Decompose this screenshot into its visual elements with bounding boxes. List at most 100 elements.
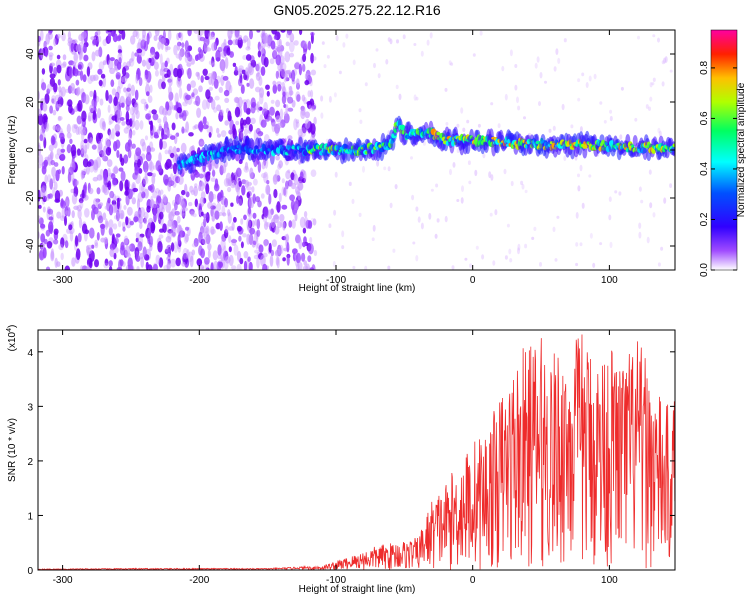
- spectrogram-cell: [395, 84, 399, 90]
- spectrogram-cell: [89, 260, 93, 269]
- spectrogram-cell: [661, 81, 665, 87]
- spectrogram-cell: [153, 35, 158, 42]
- spectrogram-cell: [118, 167, 124, 172]
- spectrogram-cell: [210, 226, 215, 236]
- spectrogram-cell: [307, 243, 314, 255]
- spectrogram-cell: [210, 98, 216, 110]
- spectrogram-cell: [162, 223, 167, 234]
- spectrogram-cell: [358, 212, 362, 217]
- spectrogram-cell: [385, 59, 389, 65]
- spectrogram-cell: [200, 211, 204, 216]
- spectrogram-cell: [435, 183, 439, 188]
- x-tick-label: -300: [53, 575, 73, 586]
- spectrogram-cell: [72, 61, 76, 68]
- spectrogram-cell: [420, 50, 424, 57]
- spectrogram-cell: [84, 208, 90, 218]
- spectrogram-cell: [276, 256, 280, 269]
- spectrogram-cell: [96, 187, 101, 195]
- spectrogram-cell: [102, 60, 107, 66]
- spectrogram-cell: [162, 134, 168, 140]
- spectrogram-cell: [172, 180, 177, 188]
- spectrogram-cell: [286, 32, 290, 39]
- spectrogram-cell: [197, 72, 201, 81]
- spectrogram-cell: [281, 94, 287, 105]
- spectrogram-cell: [283, 104, 287, 108]
- spectrogram-cell: [246, 38, 251, 49]
- spectrogram-cell: [517, 247, 520, 255]
- spectrogram-cell: [561, 103, 565, 111]
- spectrogram-cell: [108, 131, 113, 141]
- spectrogram-cell: [240, 84, 245, 94]
- spectrogram-cell: [410, 156, 413, 160]
- spectrogram-cell: [71, 257, 76, 267]
- spectrogram-cell: [223, 259, 229, 270]
- spectrogram-cell: [67, 37, 73, 44]
- spectrogram-cell: [535, 140, 541, 145]
- spectrogram-cell: [332, 260, 336, 268]
- spectrogram-cell: [60, 148, 66, 153]
- spectrogram-cell: [185, 234, 189, 243]
- spectrogram-cell: [194, 183, 198, 188]
- spectrogram-cell: [127, 93, 132, 102]
- spectrogram-cell: [120, 170, 126, 182]
- spectrogram-cell: [588, 174, 592, 178]
- spectrogram-cell: [304, 73, 309, 80]
- spectrogram-cell: [92, 176, 99, 182]
- spectrogram-cell: [56, 54, 61, 60]
- spectrogram-cell: [43, 137, 47, 149]
- spectrogram-cell: [118, 220, 122, 228]
- spectrogram-cell: [148, 235, 153, 248]
- spectrogram-cell: [173, 241, 178, 254]
- spectrogram-cell: [145, 91, 150, 97]
- spectrogram-cell: [130, 35, 136, 45]
- spectrogram-cell: [107, 167, 111, 175]
- spectrogram-cell: [609, 241, 613, 249]
- snr-panel: -300 -200 -100 0 100 0 1 2 3 4 Height of straigh…: [6, 325, 676, 595]
- spectrogram-cell: [124, 142, 131, 152]
- spectrogram-cell: [269, 106, 275, 116]
- spectrogram-cell: [103, 236, 109, 245]
- spectrogram-cell: [97, 35, 102, 43]
- spectrogram-cell: [86, 161, 92, 168]
- spectrogram-cell: [155, 188, 160, 194]
- spectrogram-cell: [192, 125, 197, 130]
- spectrogram-cell: [185, 121, 190, 133]
- spectrogram-cell: [373, 62, 376, 69]
- spectrogram-cell: [245, 67, 249, 76]
- spectrogram-cell: [646, 236, 650, 244]
- spectrogram-cell: [260, 31, 266, 40]
- spectrogram-cell: [78, 217, 83, 229]
- spectrogram-cell: [194, 198, 198, 208]
- spectrogram-cell: [236, 263, 242, 270]
- spectrogram-cell: [328, 223, 332, 228]
- spectrogram-cell: [203, 217, 207, 228]
- spectrogram-cell: [53, 82, 58, 93]
- spectrogram-cell: [231, 265, 237, 270]
- spectrogram-cell: [236, 225, 242, 232]
- spectrogram-cell: [490, 102, 494, 106]
- spectrogram-cell: [387, 37, 391, 42]
- spectrogram-cell: [577, 78, 581, 83]
- spectrogram-cell: [145, 113, 152, 120]
- spectrogram-cell: [202, 68, 208, 77]
- spectrogram-cell: [520, 180, 524, 186]
- spectrogram-cell: [243, 101, 247, 113]
- spectrogram-cell: [105, 89, 109, 102]
- spectrogram-cell: [198, 121, 204, 131]
- spectrogram-cell: [295, 186, 300, 195]
- spectrogram-cell: [105, 146, 112, 156]
- spectrogram-cell: [154, 30, 160, 37]
- spectrogram-cell: [115, 92, 119, 98]
- spectrogram-cell: [302, 63, 306, 72]
- spectrogram-cell: [163, 174, 169, 185]
- spectrogram-cell: [252, 212, 257, 219]
- spectrogram-cell: [285, 69, 291, 75]
- spectrogram-cell: [48, 193, 53, 199]
- spectrogram-cell: [143, 40, 149, 52]
- spectrogram-cell: [231, 238, 237, 246]
- x-tick-label: 0: [470, 575, 476, 586]
- spectrogram-cell: [275, 54, 282, 66]
- spectrogram-cell: [294, 62, 301, 70]
- spectrogram-cell: [158, 257, 164, 268]
- spectrogram-cell: [246, 191, 250, 199]
